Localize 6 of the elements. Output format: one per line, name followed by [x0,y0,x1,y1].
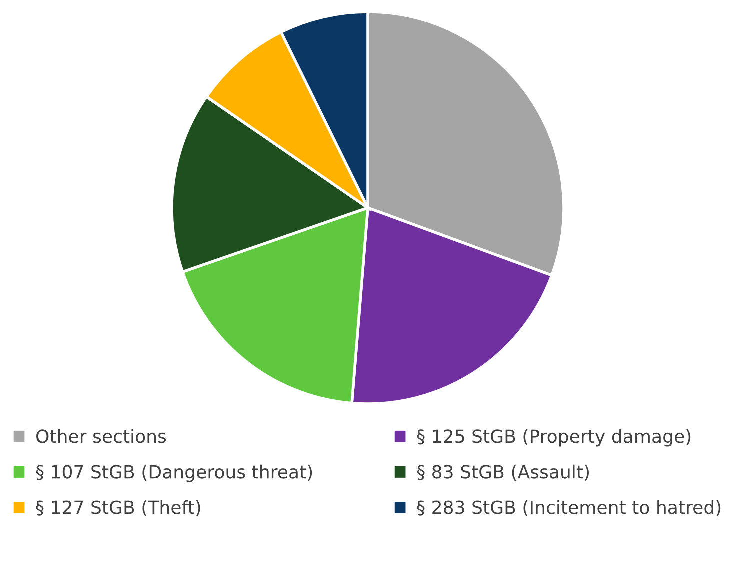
legend-label: Other sections [36,429,166,444]
legend-label: § 283 StGB (Incitement to hatred) [417,500,721,516]
legend-label: § 107 StGB (Dangerous threat) [36,464,312,482]
legend-label: § 83 StGB (Assault) [417,464,589,481]
legend-label: § 127 StGB (Theft) [36,500,200,516]
legend-label: § 125 StGB (Property damage) [417,429,691,447]
